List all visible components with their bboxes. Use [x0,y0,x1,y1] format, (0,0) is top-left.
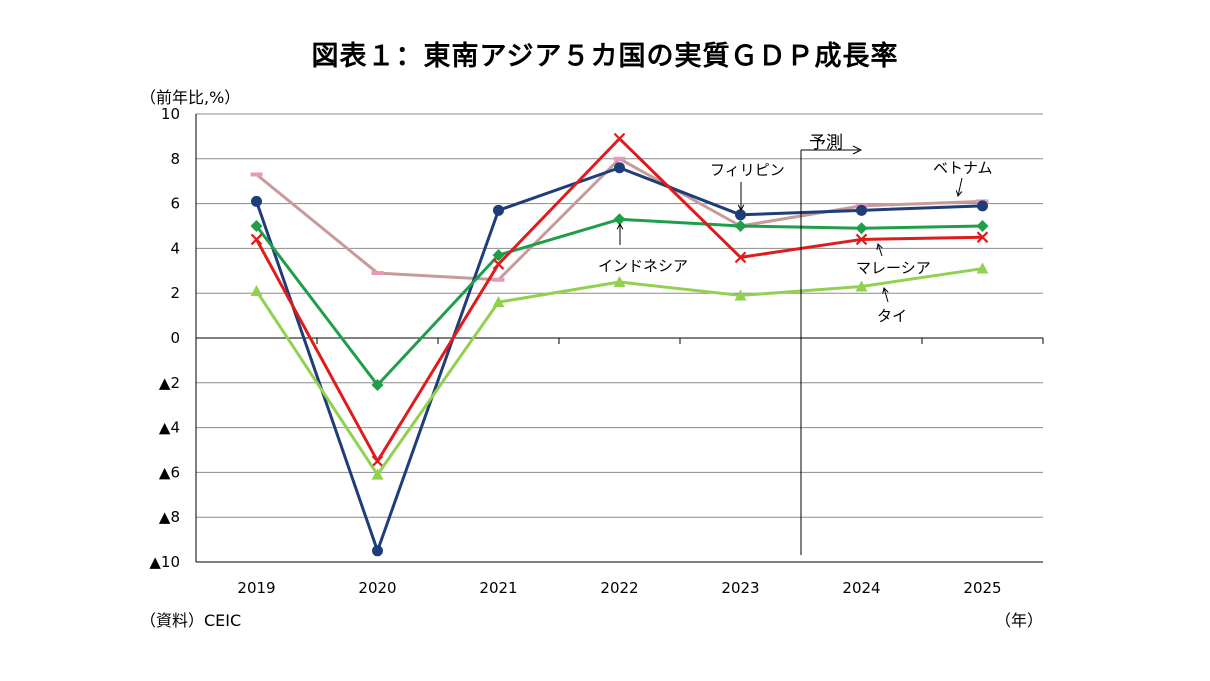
x-tick-label: 2025 [963,579,1001,597]
y-tick-label: 0 [170,329,180,347]
y-tick-label: 8 [170,150,180,168]
callout-thailand [883,287,889,303]
source-note: （資料）CEIC [140,611,242,630]
y-tick-label: ▲10 [149,553,180,571]
data-point [250,284,263,296]
callout-malaysia-head [876,243,883,250]
data-point [492,296,505,308]
data-point [855,233,868,246]
tick-labels: 10 8 6 4 2 0 ▲2 ▲4 ▲6 ▲8 ▲10 2019 2020 2021 2022 2023 20… [149,105,1001,597]
x-tick-label: 2021 [479,579,517,597]
forecast-label: 予測 [809,133,843,153]
gridlines [196,113,1043,518]
data-point [493,204,504,216]
callout-vietnam-head [955,190,963,198]
data-point [734,251,747,264]
data-point [735,209,746,221]
data-point [492,258,505,270]
y-tick-label: ▲8 [159,508,180,526]
data-point [856,204,867,216]
data-point [371,379,384,392]
data-point [492,249,505,262]
callout-indonesia-head [616,222,624,230]
x-axis-label: （年） [995,611,1044,630]
annotations [616,145,963,555]
callout-thailand-head [882,286,889,294]
y-axis-label: （前年比,%） [140,88,241,107]
series-label-thailand: タイ [877,307,908,325]
data-point [372,545,383,557]
forecast-arrowhead [852,145,863,155]
data-point [492,277,505,282]
axes [195,114,1044,563]
chart-title: 図表１：東南アジア５カ国の実質ＧＤＰ成長率 [311,41,899,72]
data-point [613,276,626,287]
data-point [734,220,747,232]
x-tick-label: 2019 [237,579,275,597]
x-tick-label: 2022 [600,579,638,597]
callout-malaysia [877,243,883,257]
x-tick-label: 2020 [358,579,396,597]
data-point [250,233,263,246]
series-group [250,132,989,557]
series-label-philippines: フィリピン [710,161,785,179]
data-point [613,156,626,161]
y-tick-label: ▲2 [159,374,180,392]
y-tick-label: 2 [170,284,180,302]
data-point [614,162,625,174]
data-point [855,222,868,235]
x-tick-label: 2024 [842,579,880,597]
y-tick-label: ▲4 [159,419,180,437]
data-point [734,289,747,301]
data-point [976,262,989,274]
series-label-malaysia: マレーシア [856,259,931,277]
data-point [977,200,988,212]
series-line [255,137,983,463]
data-point [250,220,263,232]
data-point [251,195,262,207]
data-point [976,231,989,243]
callout-vietnam [957,177,963,197]
data-point [613,213,626,226]
data-point [371,271,384,276]
x-tick-label: 2023 [721,579,759,597]
y-tick-label: ▲6 [159,463,180,481]
data-point [371,468,384,480]
y-tick-label: 6 [170,195,180,213]
data-point [371,455,384,467]
callout-philippines-head [737,204,745,212]
series-label-indonesia: インドネシア [598,257,689,275]
data-point [250,172,263,177]
y-tick-label: 4 [170,239,180,257]
data-point [613,132,626,145]
y-tick-label: 10 [161,105,180,123]
series-label-vietnam: ベトナム [933,159,993,177]
data-point [976,220,989,232]
data-point [855,280,868,292]
